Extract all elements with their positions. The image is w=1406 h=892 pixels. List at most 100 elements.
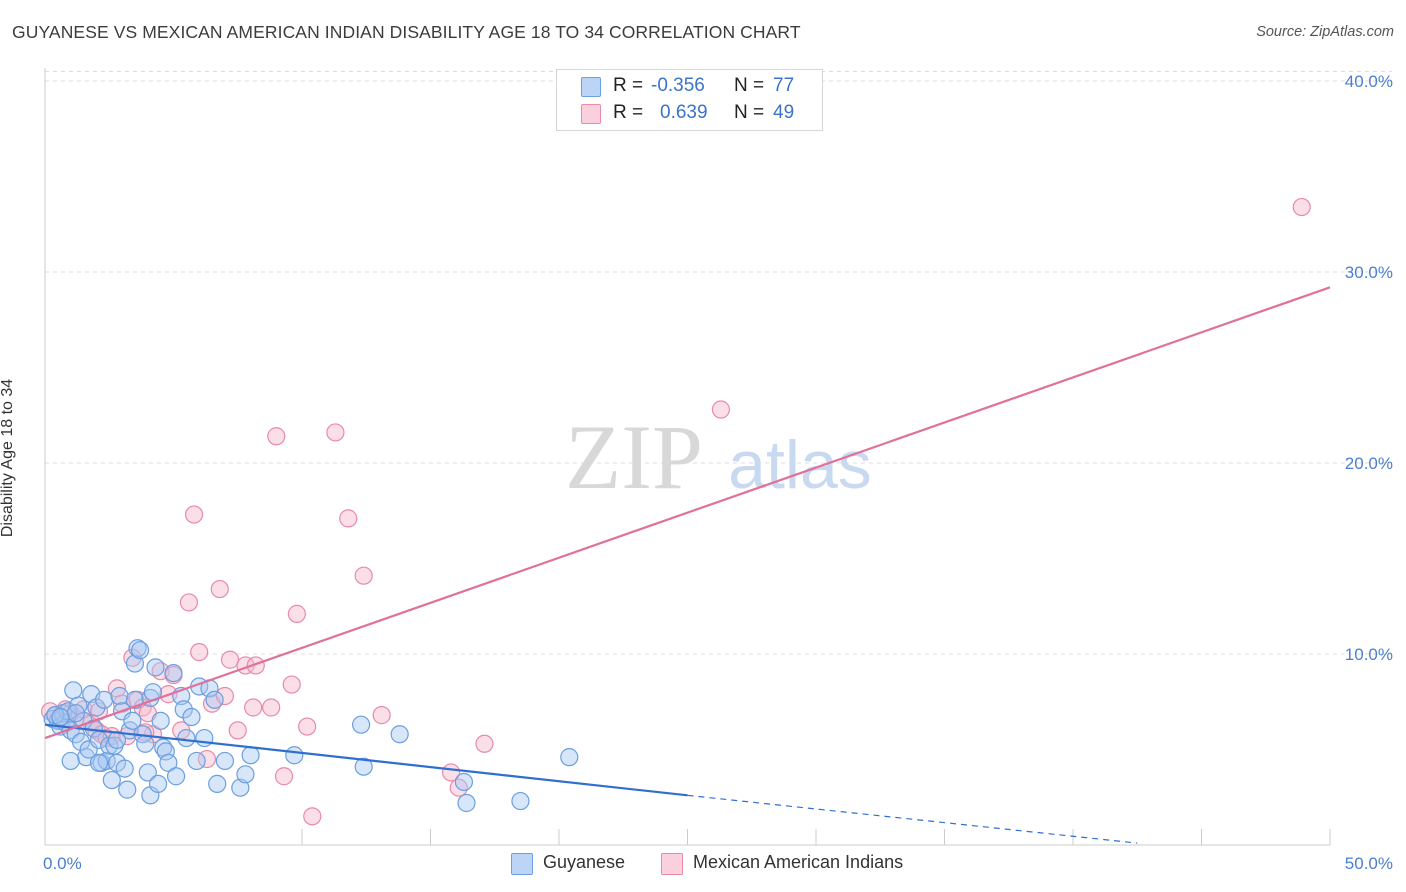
point-guyanese: [61, 751, 80, 771]
point-guyanese: [352, 715, 371, 734]
series-mexican-american-indians-points: [41, 197, 1311, 826]
point-mexican-american-indians: [354, 566, 373, 585]
point-mexican-american-indians: [262, 698, 281, 717]
grid-lines: [45, 70, 1392, 655]
legend-r-value: 0.639: [660, 102, 708, 123]
tick-labels: 10.0% 20.0% 30.0% 40.0% 0.0% 50.0%: [43, 72, 1393, 873]
trend-lines: [44, 286, 1331, 844]
legend-n-label: N =: [734, 75, 765, 96]
legend-n-value: 77: [773, 75, 795, 96]
point-guyanese: [208, 774, 227, 793]
point-mexican-american-indians: [449, 778, 468, 797]
bottom-legend-label: Mexican American Indians: [693, 852, 904, 872]
point-guyanese: [241, 746, 260, 765]
point-guyanese: [87, 698, 106, 717]
y-tick-label: 40.0%: [1345, 72, 1393, 91]
point-guyanese: [123, 711, 142, 730]
point-guyanese: [560, 748, 579, 767]
point-guyanese: [118, 780, 137, 799]
point-guyanese: [511, 791, 530, 811]
point-guyanese: [95, 690, 114, 709]
point-guyanese: [164, 663, 183, 683]
point-guyanese: [205, 690, 224, 709]
point-mexican-american-indians: [339, 509, 358, 528]
bottom-legend-label: Guyanese: [543, 852, 626, 872]
point-mexican-american-indians: [228, 721, 247, 740]
point-mexican-american-indians: [267, 427, 286, 446]
point-mexican-american-indians: [179, 593, 199, 612]
point-mexican-american-indians: [282, 675, 301, 694]
correlation-legend: R = -0.356 N = 77 R = 0.639 N = 49: [556, 69, 823, 131]
point-guyanese: [285, 746, 304, 765]
point-guyanese: [390, 725, 409, 744]
legend-r-label: R =: [613, 102, 644, 123]
point-guyanese: [231, 778, 250, 797]
legend-n-value: 49: [773, 102, 795, 123]
point-guyanese: [215, 751, 234, 771]
point-mexican-american-indians: [303, 807, 322, 826]
point-guyanese: [115, 759, 134, 778]
point-guyanese: [151, 711, 170, 730]
point-guyanese: [182, 707, 201, 727]
point-mexican-american-indians: [215, 686, 234, 706]
legend-swatch-blue: [581, 77, 601, 97]
point-guyanese: [64, 681, 83, 700]
point-guyanese: [156, 742, 175, 761]
point-guyanese: [457, 793, 476, 813]
legend-n-label: N =: [734, 102, 765, 123]
trend-line-guyanese: [44, 723, 688, 797]
point-mexican-american-indians: [184, 505, 204, 524]
point-guyanese: [174, 700, 193, 719]
point-guyanese: [66, 704, 85, 723]
point-guyanese: [107, 730, 127, 750]
legend-r-value: -0.356: [651, 75, 705, 96]
point-guyanese: [136, 734, 155, 753]
bottom-legend-swatch-pink: [661, 853, 683, 875]
point-guyanese: [187, 751, 206, 771]
bottom-legend-swatch-blue: [511, 853, 533, 875]
y-tick-label: 30.0%: [1345, 263, 1393, 282]
point-mexican-american-indians: [711, 400, 731, 419]
point-mexican-american-indians: [220, 650, 240, 669]
point-mexican-american-indians: [244, 698, 263, 717]
point-guyanese: [148, 774, 168, 793]
point-mexican-american-indians: [298, 717, 317, 736]
legend-swatch-pink: [581, 104, 601, 124]
point-mexican-american-indians: [287, 604, 306, 623]
legend-r-label: R =: [613, 75, 644, 96]
point-guyanese: [51, 707, 70, 727]
point-guyanese: [138, 763, 157, 782]
point-guyanese: [125, 654, 145, 673]
point-mexican-american-indians: [326, 423, 345, 442]
x-tick-label-max: 50.0%: [1345, 854, 1393, 873]
point-guyanese: [195, 728, 214, 748]
watermark: ZIP atlas: [565, 406, 872, 508]
y-tick-label: 20.0%: [1345, 454, 1393, 473]
point-mexican-american-indians: [475, 734, 494, 753]
point-guyanese: [159, 753, 178, 772]
trend-line-guyanese-extrapolated: [687, 794, 1138, 844]
point-mexican-american-indians: [372, 706, 391, 725]
chart-title: GUYANESE VS MEXICAN AMERICAN INDIAN DISA…: [12, 22, 801, 42]
point-guyanese: [89, 753, 109, 772]
point-guyanese: [454, 772, 474, 792]
point-guyanese: [102, 770, 121, 790]
point-mexican-american-indians: [210, 579, 229, 599]
point-guyanese: [146, 658, 165, 677]
point-mexican-american-indians: [190, 642, 209, 662]
point-guyanese: [166, 767, 186, 786]
point-guyanese: [130, 641, 150, 660]
watermark-zip: ZIP: [565, 406, 703, 508]
point-mexican-american-indians: [246, 656, 265, 675]
series-guyanese-points: [43, 639, 579, 813]
point-mexican-american-indians: [274, 767, 294, 786]
point-guyanese: [177, 728, 196, 748]
point-guyanese: [128, 639, 147, 658]
trend-line-mexican-american-indians: [44, 286, 1331, 740]
point-guyanese: [236, 765, 255, 784]
point-guyanese: [354, 757, 373, 776]
x-tick-label-min: 0.0%: [43, 854, 82, 873]
point-mexican-american-indians: [1292, 197, 1311, 217]
source-label: Source: ZipAtlas.com: [1256, 24, 1394, 40]
